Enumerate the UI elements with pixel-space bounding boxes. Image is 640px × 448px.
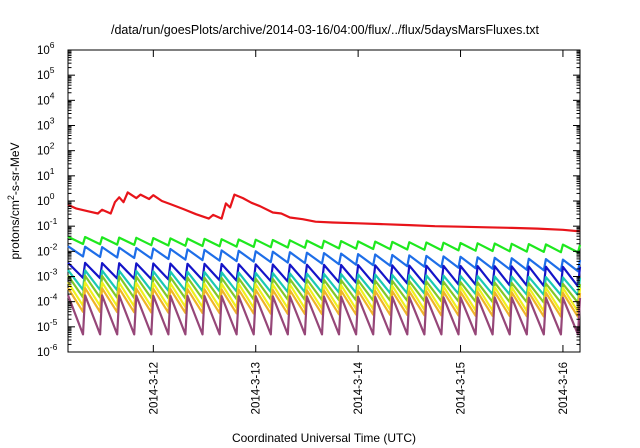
y-tick-base: 10 [37,272,50,284]
flux-series-line-8 [66,294,582,336]
y-tick-exponent: 0 [50,191,55,201]
y-tick-label: 10-2 [37,241,58,258]
y-tick-base: 10 [37,246,50,258]
y-tick-label: 102 [37,141,55,158]
flux-series-line-5 [67,274,582,304]
y-tick-exponent: -6 [50,342,58,352]
y-tick-exponent: -1 [50,216,58,226]
y-tick-label: 103 [37,116,55,133]
flux-series-line-1 [67,235,582,254]
y-tick-label: 101 [37,166,55,183]
flux-series-line-7 [67,287,582,318]
plot-area: 10-610-510-410-310-210-11001011021031041… [37,40,582,414]
y-tick-label: 10-3 [37,267,58,284]
x-axis-label: Coordinated Universal Time (UTC) [232,431,416,445]
y-tick-base: 10 [37,45,50,57]
y-axis-label-part1: protons/cm [8,200,22,259]
y-tick-exponent: 2 [50,141,55,151]
y-tick-base: 10 [37,347,50,359]
y-tick-exponent: -5 [50,317,58,327]
y-tick-base: 10 [37,146,50,158]
x-tick-label: 2014-3-13 [251,362,263,414]
y-tick-exponent: -3 [50,267,58,277]
y-tick-exponent: -4 [50,292,58,302]
y-tick-label: 105 [37,65,55,82]
y-tick-exponent: 3 [50,116,55,126]
x-axis-ticks: 2014-3-12 2014-3-13 2014-3-14 2014-3-15 2014… [148,50,570,414]
series-layer [66,191,582,336]
y-tick-exponent: 5 [50,65,55,75]
y-tick-label: 106 [37,40,55,57]
y-axis-label-sup: 2 [6,195,16,200]
y-axis-label-part2: -s-sr-MeV [8,142,22,195]
x-tick-label: 2014-3-14 [353,361,365,414]
y-axis-label: protons/cm2-s-sr-MeV [6,142,22,259]
chart-title: /data/run/goesPlots/archive/2014-03-16/0… [111,23,540,37]
flux-series-line-2 [67,245,582,273]
y-tick-exponent: -2 [50,241,58,251]
y-tick-label: 100 [37,191,55,208]
flux-series-line-6 [67,281,582,313]
x-tick-label: 2014-3-15 [456,362,468,414]
y-tick-label: 10-4 [37,292,58,309]
y-axis-ticks: 10-610-510-410-310-210-11001011021031041… [37,40,580,359]
y-tick-exponent: 1 [50,166,55,176]
y-tick-base: 10 [37,70,50,82]
x-tick-label: 2014-3-16 [558,362,570,414]
y-tick-base: 10 [37,121,50,133]
x-tick-label: 2014-3-12 [148,362,160,414]
flux-series-line-0 [67,191,581,233]
flux-series-line-4 [67,269,582,297]
y-tick-exponent: 4 [50,90,55,100]
y-tick-label: 104 [37,90,55,107]
y-tick-label: 10-6 [37,342,58,359]
y-tick-base: 10 [37,171,50,183]
y-tick-base: 10 [37,196,50,208]
y-tick-base: 10 [37,95,50,107]
y-tick-base: 10 [37,221,50,233]
y-tick-base: 10 [37,322,50,334]
y-tick-label: 10-5 [37,317,58,334]
y-tick-exponent: 6 [50,40,55,50]
y-tick-base: 10 [37,297,50,309]
flux-series-line-3 [67,261,582,288]
y-tick-label: 10-1 [37,216,58,233]
